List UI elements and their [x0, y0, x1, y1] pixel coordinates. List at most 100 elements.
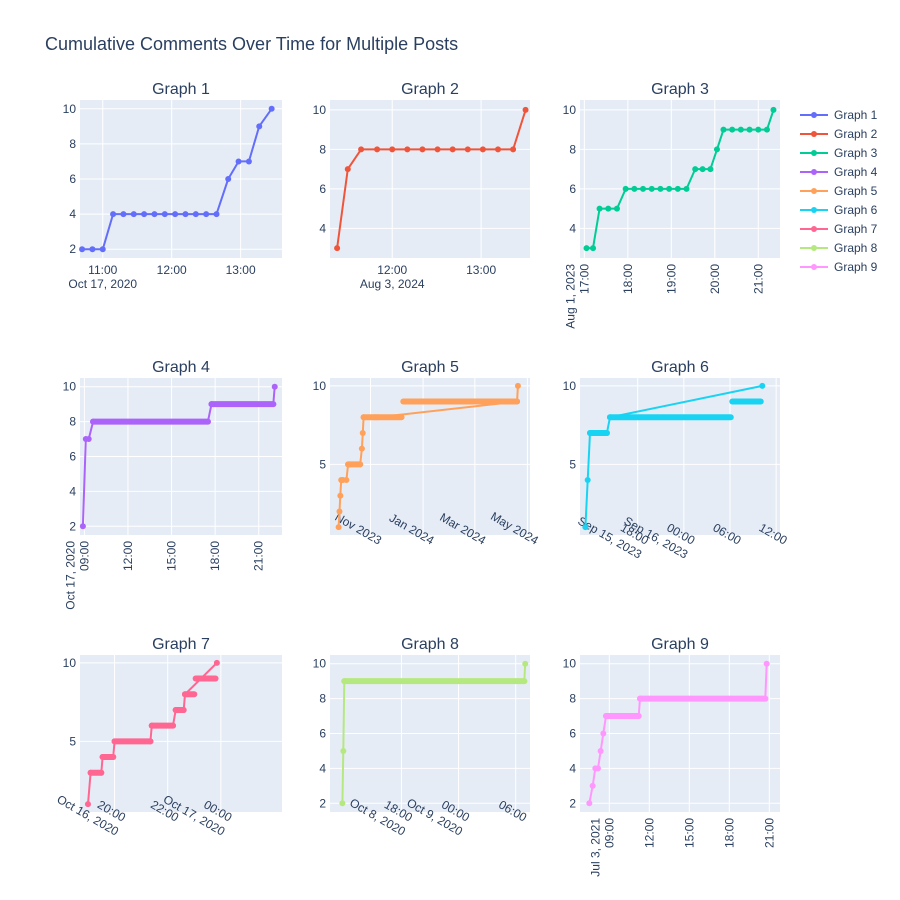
- data-point: [213, 211, 220, 218]
- y-tick-label: 10: [563, 657, 577, 671]
- data-point: [713, 146, 720, 153]
- data-point: [98, 769, 105, 776]
- plot-area: [580, 100, 780, 258]
- data-point: [404, 146, 411, 153]
- data-point: [89, 246, 96, 253]
- y-tick-label: 4: [569, 761, 576, 775]
- legend-swatch-marker: [811, 112, 817, 118]
- legend-item-graph-2[interactable]: Graph 2: [800, 127, 878, 141]
- subplot-1: Graph 1 2 4 6 8 10 11:00 12:00 13:00 Oct 17, 2020: [63, 81, 282, 291]
- data-point: [99, 754, 106, 761]
- legend-item-graph-4[interactable]: Graph 4: [800, 165, 878, 179]
- x-tick-label: 12:00: [377, 263, 407, 277]
- data-point: [110, 211, 117, 218]
- data-point: [597, 747, 604, 754]
- x-tick-label: 21:00: [751, 264, 765, 294]
- data-point: [110, 754, 117, 761]
- data-point: [357, 461, 364, 468]
- data-point: [84, 801, 91, 808]
- data-point: [151, 211, 158, 218]
- data-point: [699, 166, 706, 173]
- legend-label: Graph 8: [834, 241, 878, 255]
- data-point: [341, 678, 348, 685]
- data-point: [337, 492, 344, 499]
- legend-item-graph-7[interactable]: Graph 7: [800, 222, 878, 236]
- y-tick-label: 10: [63, 380, 77, 394]
- legend-item-graph-9[interactable]: Graph 9: [800, 260, 878, 274]
- data-point: [360, 414, 367, 421]
- legend[interactable]: Graph 1 Graph 2 Graph 3 Graph 4 Graph 5 Graph…: [800, 108, 878, 274]
- y-tick-label: 4: [69, 207, 76, 221]
- data-point: [172, 211, 179, 218]
- data-point: [755, 126, 762, 133]
- data-point: [737, 126, 744, 133]
- data-point: [346, 461, 353, 468]
- legend-swatch-marker: [811, 131, 817, 137]
- subplot-title: Graph 8: [401, 636, 459, 653]
- x-tick-label: 21:00: [762, 818, 776, 848]
- x-date-label: Oct 17, 2020: [63, 541, 77, 610]
- subplot-title: Graph 5: [401, 359, 459, 376]
- x-tick-label: 19:00: [664, 264, 678, 294]
- data-point: [147, 738, 154, 745]
- data-point: [204, 418, 211, 425]
- legend-item-graph-5[interactable]: Graph 5: [800, 184, 878, 198]
- x-tick-label: 13:00: [226, 263, 256, 277]
- y-tick-label: 10: [63, 656, 77, 670]
- y-tick-label: 4: [569, 221, 576, 235]
- y-tick-label: 10: [313, 103, 327, 117]
- data-point: [584, 477, 591, 484]
- y-tick-label: 8: [569, 142, 576, 156]
- y-tick-label: 6: [69, 172, 76, 186]
- data-point: [692, 166, 699, 173]
- data-point: [225, 176, 232, 182]
- y-tick-label: 6: [319, 727, 326, 741]
- data-point: [148, 722, 155, 729]
- legend-item-graph-8[interactable]: Graph 8: [800, 241, 878, 255]
- x-tick-label: 21:00: [252, 541, 266, 571]
- legend-item-graph-6[interactable]: Graph 6: [800, 203, 878, 217]
- y-tick-label: 5: [569, 457, 576, 471]
- data-point: [640, 185, 647, 192]
- data-point: [637, 695, 643, 702]
- legend-label: Graph 9: [834, 260, 878, 274]
- y-tick-label: 10: [563, 379, 577, 393]
- data-point: [271, 383, 278, 390]
- data-point: [464, 146, 471, 153]
- data-point: [763, 126, 770, 133]
- x-tick-label: 18:00: [722, 818, 736, 848]
- data-point: [208, 401, 215, 408]
- data-point: [344, 166, 351, 173]
- data-point: [605, 205, 612, 212]
- subplot-title: Graph 1: [152, 81, 210, 98]
- data-point: [762, 695, 769, 702]
- legend-swatch-marker: [811, 226, 817, 232]
- data-point: [631, 185, 638, 192]
- data-point: [213, 659, 220, 666]
- y-tick-label: 8: [319, 142, 326, 156]
- data-point: [510, 146, 517, 153]
- data-point: [522, 106, 529, 113]
- data-point: [449, 146, 456, 153]
- data-point: [657, 185, 664, 192]
- data-point: [336, 508, 343, 515]
- y-tick-label: 6: [569, 727, 576, 741]
- data-point: [707, 166, 714, 173]
- legend-item-graph-3[interactable]: Graph 3: [800, 146, 878, 160]
- y-tick-label: 6: [319, 182, 326, 196]
- x-tick-label: 18:00: [621, 264, 635, 294]
- legend-label: Graph 4: [834, 165, 878, 179]
- chart-title: Cumulative Comments Over Time for Multip…: [45, 34, 458, 54]
- data-point: [270, 401, 277, 408]
- data-point: [268, 105, 275, 112]
- data-point: [180, 706, 187, 713]
- legend-item-graph-1[interactable]: Graph 1: [800, 108, 878, 122]
- data-point: [172, 706, 179, 713]
- data-point: [607, 414, 613, 421]
- data-point: [85, 436, 92, 443]
- y-tick-label: 5: [69, 734, 76, 748]
